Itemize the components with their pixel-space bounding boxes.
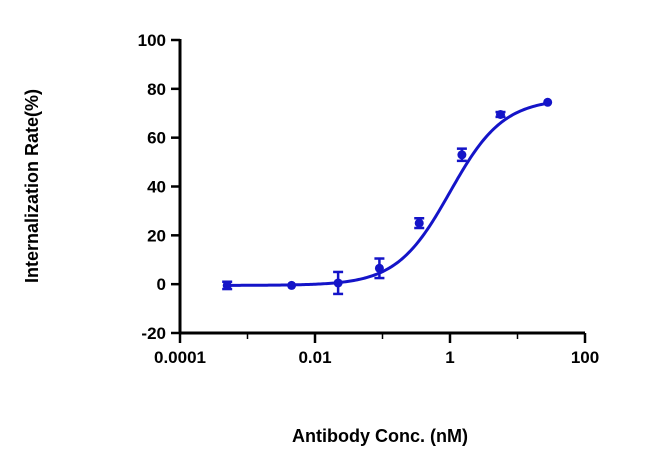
data-point (222, 280, 232, 290)
plot-area (222, 97, 553, 296)
y-tick-label: 40 (147, 178, 166, 197)
y-axis-title: Internalization Rate(%) (22, 89, 42, 283)
y-tick-label: 60 (147, 129, 166, 148)
x-tick-label: 100 (571, 348, 599, 367)
x-tick-label: 1 (445, 348, 454, 367)
y-tick-label: 0 (157, 275, 166, 294)
data-point (287, 280, 297, 290)
data-point (496, 109, 506, 119)
y-tick-label: -20 (141, 324, 166, 343)
data-point (374, 263, 384, 273)
y-tick-label: 80 (147, 80, 166, 99)
data-point (414, 218, 424, 228)
data-point (543, 97, 553, 107)
data-point (457, 150, 467, 160)
x-axis: 0.0001 0.01 1 100 (154, 331, 599, 367)
x-tick-label: 0.01 (298, 348, 331, 367)
y-tick-label: 100 (138, 31, 166, 50)
x-axis-title: Antibody Conc. (nM) (292, 426, 468, 446)
y-axis: -20 0 20 40 60 80 100 (138, 31, 182, 343)
y-tick-label: 20 (147, 226, 166, 245)
data-point (333, 278, 343, 288)
x-tick-label: 0.0001 (154, 348, 206, 367)
fit-curve (227, 101, 548, 287)
